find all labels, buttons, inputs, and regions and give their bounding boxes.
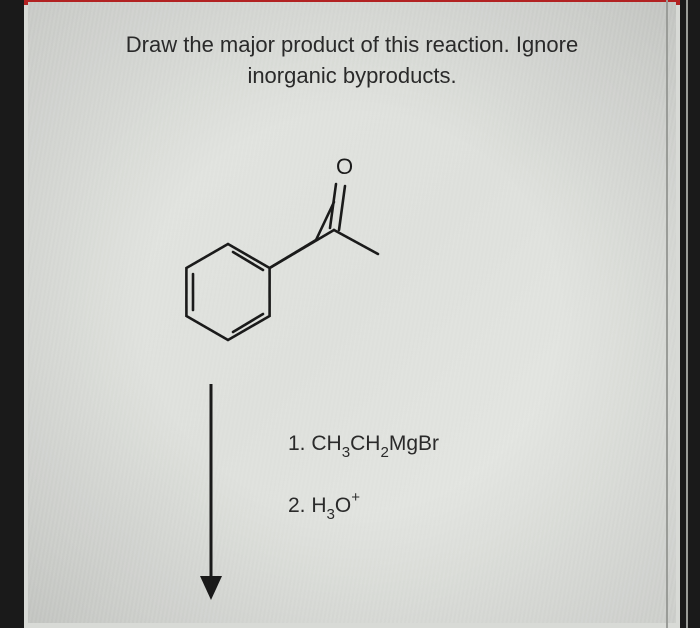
reagent2-sub1: 3 xyxy=(327,506,335,523)
reagent1-part3: MgBr xyxy=(389,432,439,455)
reaction-arrow xyxy=(196,382,226,602)
reagent-step-1: 1. CH3CH2MgBr xyxy=(288,432,439,459)
divider-line-2 xyxy=(686,0,688,628)
question-prompt: Draw the major product of this reaction.… xyxy=(78,30,626,92)
question-panel: Draw the major product of this reaction.… xyxy=(28,2,676,623)
reagent2-sup1: + xyxy=(351,489,360,506)
reagent1-part2: CH xyxy=(350,432,380,455)
reagent1-sub2: 2 xyxy=(380,444,388,461)
reagent-step-2: 2. H3O+ xyxy=(288,491,439,521)
oxygen-label: O xyxy=(336,154,353,179)
reagent2-part1: 2. H xyxy=(288,494,327,517)
reagent1-sub1: 3 xyxy=(342,444,350,461)
question-line-1: Draw the major product of this reaction.… xyxy=(78,30,626,61)
starting-material-structure: O xyxy=(148,142,408,372)
reagent1-part1: 1. CH xyxy=(288,432,342,455)
reaction-diagram: O 1. CH3CH2MgBr 2. H3O+ xyxy=(78,102,626,582)
question-line-2: inorganic byproducts. xyxy=(78,61,626,92)
reagent2-part2: O xyxy=(335,494,351,517)
reagent-list: 1. CH3CH2MgBr 2. H3O+ xyxy=(288,432,439,521)
